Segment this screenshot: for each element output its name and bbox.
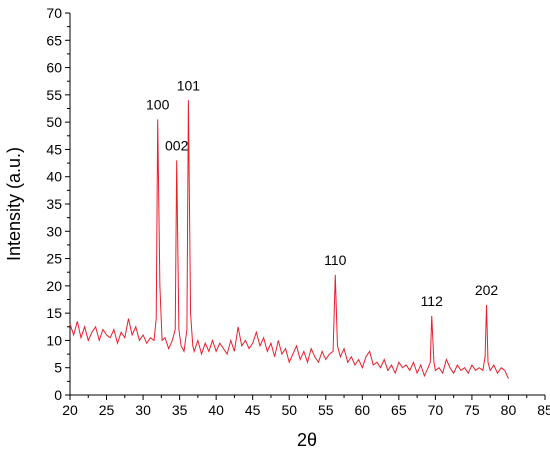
x-tick-label: 30 [135,402,151,418]
x-tick-label: 85 [537,402,550,418]
y-tick-label: 0 [54,387,62,403]
y-tick-label: 55 [46,87,62,103]
x-tick-label: 65 [391,402,407,418]
x-tick-label: 75 [464,402,480,418]
peak-label: 110 [324,252,347,268]
x-tick-label: 50 [281,402,297,418]
peak-label: 002 [165,137,189,153]
y-tick-label: 40 [46,169,62,185]
peak-label: 101 [177,77,201,93]
data-line [69,100,509,379]
y-tick-label: 70 [46,5,62,21]
y-tick-label: 60 [46,60,62,76]
y-tick-label: 50 [46,114,62,130]
y-tick-label: 10 [46,332,62,348]
peak-label: 112 [421,293,444,309]
y-tick-label: 35 [46,196,62,212]
x-tick-label: 40 [208,402,224,418]
x-tick-label: 60 [355,402,371,418]
x-tick-label: 55 [318,402,334,418]
peak-label: 100 [146,96,170,112]
y-tick-label: 15 [46,305,62,321]
x-tick-label: 20 [62,402,78,418]
y-tick-label: 5 [54,360,62,376]
y-tick-label: 30 [46,223,62,239]
y-tick-label: 45 [46,141,62,157]
y-tick-label: 65 [46,32,62,48]
y-tick-label: 20 [46,278,62,294]
peak-label: 202 [475,282,499,298]
x-tick-label: 25 [99,402,115,418]
x-tick-label: 70 [428,402,444,418]
x-tick-label: 35 [172,402,188,418]
y-tick-label: 25 [46,251,62,267]
x-tick-label: 45 [245,402,261,418]
x-tick-label: 80 [501,402,517,418]
x-axis-label: 2θ [297,430,317,450]
y-axis-label: Intensity (a.u.) [4,147,24,261]
